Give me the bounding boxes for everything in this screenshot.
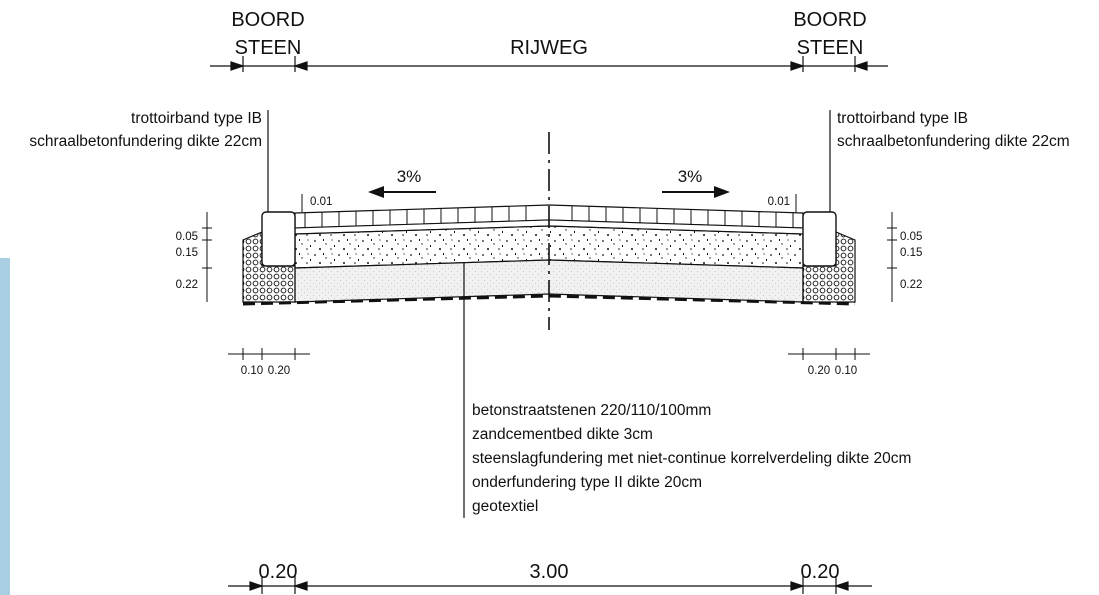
dim-right-0-05: 0.05 (900, 231, 922, 243)
dim-bottom-left-0-20: 0.20 (268, 365, 290, 377)
left-curb (261, 211, 296, 267)
callout-right-line2: schraalbetonfundering dikte 22cm (837, 133, 1070, 150)
callout-left-line2: schraalbetonfundering dikte 22cm (29, 133, 262, 150)
layer-note-subbase: onderfundering type II dikte 20cm (472, 474, 702, 491)
layer-note-pavers: betonstraatstenen 220/110/100mm (472, 402, 711, 419)
bottom-main-dimension (228, 576, 872, 594)
side-accent-bar (0, 258, 10, 595)
dim-left-0-22: 0.22 (176, 279, 198, 291)
paver-joints (304, 206, 794, 228)
header-left-steen: STEEN (235, 37, 302, 59)
dim-left-0-05: 0.05 (176, 231, 198, 243)
layer-note-geotextile: geotextiel (472, 498, 538, 515)
layer-note-stone-base: steenslagfundering met niet-continue kor… (472, 450, 911, 467)
callout-left-line1: trottoirband type IB (131, 110, 262, 127)
callout-right-line1: trottoirband type IB (837, 110, 968, 127)
header-left-boord: BOORD (231, 9, 304, 31)
slope-left-label: 3% (397, 167, 422, 186)
header-right-boord: BOORD (793, 9, 866, 31)
dim-left-0-15: 0.15 (176, 247, 198, 259)
dim-top-right-0-01: 0.01 (768, 196, 790, 208)
slope-right-arrow (662, 186, 730, 198)
left-layer-dimension (202, 212, 212, 302)
bottom-left-small-dimension (228, 348, 310, 360)
slope-left-arrow (368, 186, 436, 198)
dim-bottom-right-0-20: 0.20 (808, 365, 830, 377)
dim-bottom-left-0-10: 0.10 (241, 365, 263, 377)
header-right-steen: STEEN (797, 37, 864, 59)
dim-bottom-0-20-right: 0.20 (801, 561, 840, 583)
slope-right-label: 3% (678, 167, 703, 186)
dim-bottom-3-00: 3.00 (530, 561, 569, 583)
bottom-right-small-dimension (788, 348, 870, 360)
dim-bottom-0-20-left: 0.20 (259, 561, 298, 583)
right-curb (802, 211, 837, 267)
header-center-rijweg: RIJWEG (510, 37, 588, 59)
top-dimension-line (210, 56, 888, 72)
dim-right-0-22: 0.22 (900, 279, 922, 291)
dim-top-left-0-01: 0.01 (310, 196, 332, 208)
right-layer-dimension (887, 212, 897, 302)
dim-bottom-right-0-10: 0.10 (835, 365, 857, 377)
dim-right-0-15: 0.15 (900, 247, 922, 259)
layer-note-sand-bed: zandcementbed dikte 3cm (472, 426, 653, 443)
